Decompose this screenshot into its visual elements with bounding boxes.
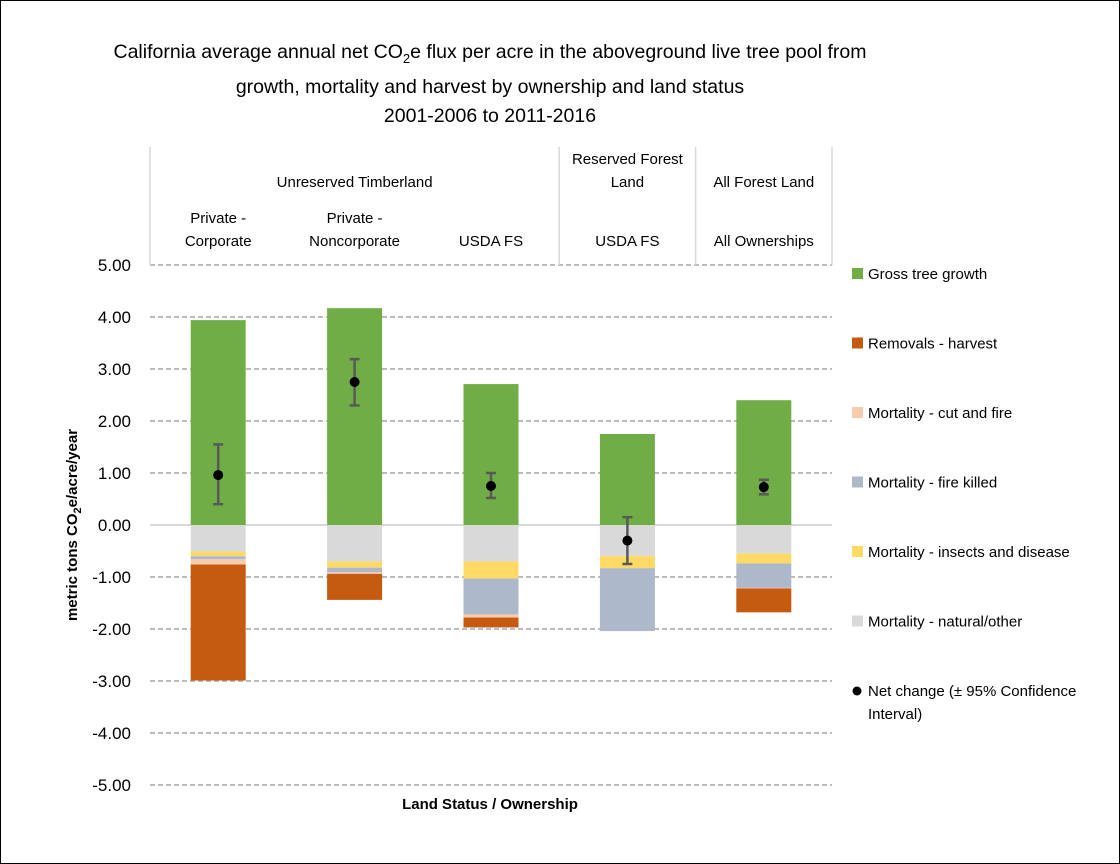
category-label: Noncorporate — [309, 233, 400, 250]
net-change-point — [213, 470, 224, 481]
legend-swatch — [852, 615, 863, 627]
legend-swatch — [852, 546, 863, 557]
bar-segment — [190, 559, 246, 565]
title-subscript: 2 — [402, 50, 411, 66]
legend-label: Mortality - insects and disease — [868, 544, 1070, 561]
legend-marker — [852, 686, 862, 696]
bar-segment — [327, 572, 383, 574]
net-change-point — [622, 535, 633, 546]
legend-label: Net change (± 95% Confidence — [868, 683, 1076, 700]
y-tick-label: -5.00 — [92, 776, 131, 795]
y-tick-label: 2.00 — [98, 412, 131, 431]
bar-segment — [736, 525, 792, 554]
y-tick-label: -3.00 — [92, 672, 131, 691]
legend-label: Mortality - fire killed — [868, 475, 997, 492]
bar-segment — [736, 400, 792, 525]
legend-swatch — [852, 268, 863, 279]
y-tick-label: -1.00 — [92, 568, 131, 587]
y-tick-label: 3.00 — [98, 360, 131, 379]
net-change-point — [349, 377, 360, 387]
group-label: Unreserved Timberland — [277, 174, 433, 191]
bar-segment — [736, 553, 792, 564]
bar-segment — [736, 588, 792, 613]
group-label: Reserved Forest — [572, 151, 684, 168]
legend-swatch — [852, 337, 863, 349]
category-label: USDA FS — [459, 233, 523, 250]
legend-label: Gross tree growth — [868, 266, 987, 283]
legend-label: Removals - harvest — [868, 336, 998, 353]
title-line-3: 2001-2006 to 2011-2016 — [383, 104, 597, 127]
title-line-2: growth, mortality and harvest by ownersh… — [235, 75, 745, 98]
bar-segment — [463, 561, 519, 579]
chart-title: California average annual net CO2e flux … — [60, 38, 920, 131]
net-change-point — [758, 482, 769, 493]
category-label: Corporate — [185, 233, 252, 250]
bar-segment — [190, 525, 246, 552]
y-tick-label: 4.00 — [98, 308, 131, 327]
bar-segment — [327, 525, 383, 562]
bar-segment — [463, 614, 519, 618]
y-tick-label: 0.00 — [98, 516, 131, 535]
bar-segment — [327, 573, 383, 600]
legend-swatch — [852, 407, 863, 418]
y-tick-label: -4.00 — [92, 724, 131, 743]
bar-segment — [327, 561, 383, 568]
category-label: USDA FS — [595, 233, 659, 250]
legend-swatch — [852, 476, 863, 488]
title-part: California average annual net CO — [113, 41, 403, 63]
bar-segment — [190, 551, 246, 557]
category-label: Private - — [327, 210, 383, 227]
bar-segment — [327, 567, 383, 573]
x-axis-label: Land Status / Ownership — [402, 796, 578, 813]
legend-label: Mortality - cut and fire — [868, 405, 1012, 422]
y-axis-label: metric tons CO2e/acre/year — [64, 429, 84, 621]
bar-segment — [190, 564, 246, 681]
group-label: Land — [611, 174, 644, 191]
legend-label: Mortality - natural/other — [868, 614, 1022, 631]
bar-segment — [327, 308, 383, 525]
bar-segment — [599, 568, 655, 632]
group-label: All Forest Land — [713, 174, 814, 191]
category-label: All Ownerships — [714, 233, 814, 250]
category-label: Private - — [190, 210, 246, 227]
y-tick-label: 5.00 — [98, 256, 131, 275]
net-change-point — [486, 481, 496, 491]
bar-segment — [599, 434, 655, 525]
bar-segment — [736, 587, 792, 589]
bar-segment — [463, 384, 519, 525]
title-part: e flux per acre in the aboveground live … — [410, 41, 867, 63]
bar-segment — [190, 556, 246, 560]
y-tick-label: 1.00 — [98, 464, 131, 483]
y-tick-label: -2.00 — [92, 620, 131, 639]
bar-segment — [736, 563, 792, 588]
bar-segment — [463, 617, 519, 628]
bar-segment — [463, 525, 519, 562]
bar-segment — [463, 578, 519, 615]
legend-label: Interval) — [868, 706, 922, 723]
